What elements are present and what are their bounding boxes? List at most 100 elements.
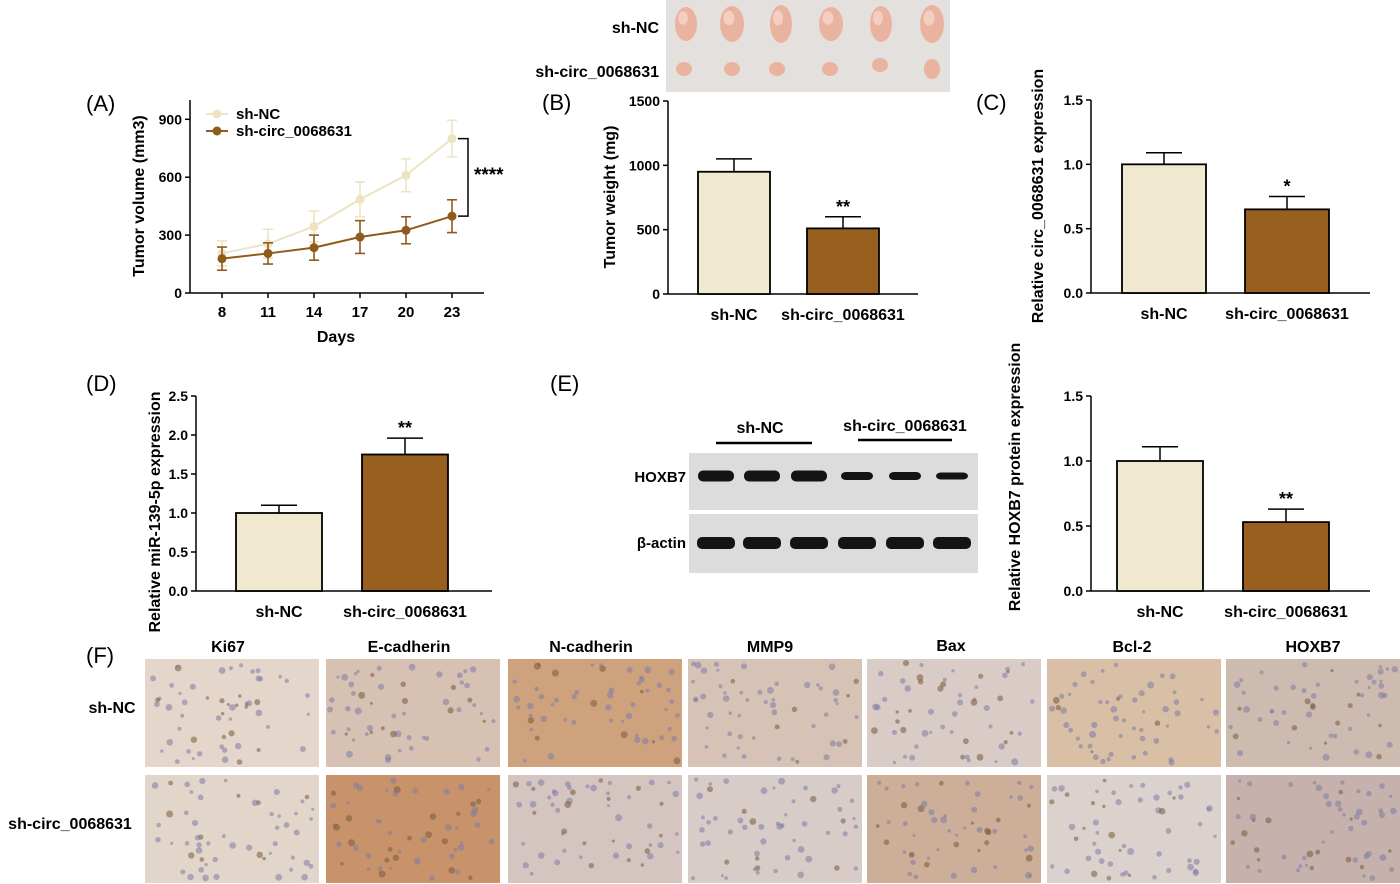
nucleus bbox=[1301, 688, 1307, 694]
nucleus bbox=[739, 690, 744, 695]
nucleus bbox=[160, 749, 164, 753]
nucleus bbox=[760, 838, 767, 845]
nucleus bbox=[1306, 850, 1314, 858]
nucleus bbox=[1273, 685, 1279, 691]
chart-a: 0 300 600 900 8 11 14 17 20 23 bbox=[159, 100, 484, 321]
nucleus bbox=[1366, 790, 1372, 797]
data-point bbox=[309, 221, 319, 231]
nucleus bbox=[1366, 713, 1371, 717]
nucleus bbox=[1025, 854, 1033, 862]
nucleus bbox=[901, 784, 906, 789]
nucleus bbox=[273, 789, 280, 795]
nucleus bbox=[704, 745, 709, 749]
western-blot bbox=[689, 438, 978, 573]
nucleus bbox=[184, 781, 190, 788]
bar bbox=[1242, 521, 1330, 592]
nucleus bbox=[1111, 790, 1116, 796]
nucleus bbox=[915, 782, 920, 787]
x-tick-label: sh-NC bbox=[710, 307, 758, 324]
nucleus bbox=[301, 873, 308, 881]
nucleus bbox=[1309, 866, 1315, 871]
nucleus bbox=[1173, 699, 1180, 705]
nucleus bbox=[527, 717, 535, 724]
nucleus bbox=[936, 848, 940, 852]
nucleus bbox=[358, 691, 366, 699]
nucleus bbox=[1139, 735, 1146, 742]
nucleus bbox=[908, 709, 912, 713]
nucleus bbox=[834, 865, 840, 871]
nucleus bbox=[190, 736, 198, 743]
nucleus bbox=[1379, 783, 1385, 789]
tumor-large bbox=[720, 6, 744, 42]
nucleus bbox=[254, 699, 261, 706]
panel-label-e: (E) bbox=[550, 371, 579, 396]
nucleus bbox=[221, 834, 226, 839]
nucleus bbox=[472, 703, 477, 708]
nucleus bbox=[771, 709, 778, 716]
nucleus bbox=[749, 818, 757, 825]
ihc-image bbox=[326, 775, 500, 883]
nucleus bbox=[797, 846, 805, 853]
nucleus bbox=[392, 854, 400, 861]
nucleus bbox=[804, 681, 811, 689]
nucleus bbox=[309, 817, 313, 821]
nucleus bbox=[1100, 669, 1105, 673]
nucleus bbox=[1389, 867, 1395, 872]
significance-bracket bbox=[458, 137, 469, 217]
nucleus bbox=[640, 863, 644, 867]
y-tick-label: 1.5 bbox=[169, 466, 189, 482]
nucleus bbox=[191, 819, 199, 827]
nucleus bbox=[550, 802, 555, 807]
ihc-col-ki67: Ki67 bbox=[211, 639, 245, 656]
nucleus bbox=[219, 698, 225, 704]
nucleus bbox=[526, 781, 532, 787]
nucleus bbox=[904, 685, 911, 692]
nucleus bbox=[1377, 668, 1384, 675]
nucleus bbox=[1340, 780, 1345, 785]
band-actin bbox=[933, 537, 971, 549]
nucleus bbox=[345, 706, 351, 712]
band-actin bbox=[697, 537, 735, 549]
nucleus bbox=[943, 814, 947, 818]
nucleus bbox=[408, 663, 416, 671]
nucleus bbox=[154, 701, 160, 708]
tumor-large bbox=[870, 6, 892, 42]
data-point bbox=[401, 225, 411, 235]
nucleus bbox=[380, 726, 385, 731]
nucleus bbox=[902, 754, 908, 759]
nucleus bbox=[907, 871, 913, 877]
nucleus bbox=[289, 867, 294, 872]
nucleus bbox=[770, 701, 777, 709]
nucleus bbox=[482, 719, 486, 723]
bar bbox=[1244, 208, 1330, 294]
nucleus bbox=[590, 663, 594, 667]
nucleus bbox=[958, 693, 963, 698]
nucleus bbox=[222, 747, 228, 753]
nucleus bbox=[188, 852, 195, 859]
nucleus bbox=[1105, 700, 1110, 705]
nucleus bbox=[184, 810, 189, 816]
nucleus bbox=[236, 793, 241, 798]
nucleus bbox=[199, 777, 206, 785]
nucleus bbox=[294, 811, 298, 816]
nucleus bbox=[1137, 797, 1144, 803]
nucleus bbox=[1092, 819, 1099, 826]
nucleus bbox=[644, 848, 651, 854]
nucleus bbox=[555, 807, 561, 813]
tumor-highlight bbox=[723, 10, 735, 26]
nucleus bbox=[1025, 872, 1032, 879]
nucleus bbox=[645, 688, 650, 693]
nucleus bbox=[741, 808, 747, 814]
chart-a-legend-sh: sh-circ_0068631 bbox=[236, 123, 352, 140]
nucleus bbox=[1379, 679, 1383, 683]
nucleus bbox=[1345, 856, 1352, 863]
nucleus bbox=[532, 810, 537, 815]
nucleus bbox=[1228, 724, 1233, 730]
nucleus bbox=[400, 681, 406, 687]
nucleus bbox=[667, 726, 672, 732]
nucleus bbox=[773, 868, 778, 874]
nucleus bbox=[722, 753, 727, 758]
nucleus bbox=[1089, 731, 1097, 738]
nucleus bbox=[700, 815, 705, 820]
nucleus bbox=[409, 746, 414, 751]
